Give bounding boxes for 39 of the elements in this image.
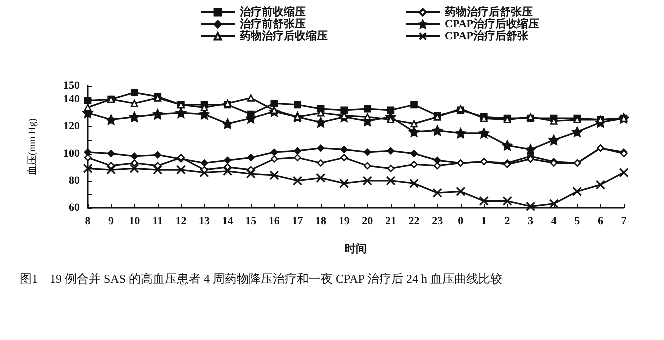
x-tick-label: 12 [176,216,188,228]
x-tick-label: 23 [432,216,444,228]
x-tick-label: 14 [222,216,234,228]
x-tick-label: 3 [528,216,534,228]
legend-label: 治疗前收缩压 [239,6,306,18]
x-tick-label: 1 [481,216,487,228]
x-tick-label: 20 [362,216,374,228]
y-tick-label: 60 [69,202,80,214]
x-tick-label: 9 [108,216,115,228]
x-tick-label: 21 [385,216,396,228]
x-tick-label: 19 [338,216,350,228]
legend-label: 药物治疗后舒张压 [444,6,533,18]
x-tick-label: 0 [458,216,464,228]
x-tick-label: 17 [292,216,304,228]
x-tick-label: 22 [408,216,420,228]
x-tick-label: 2 [504,216,511,228]
x-tick-label: 4 [551,216,558,228]
x-tick-label: 15 [246,216,258,228]
x-tick-label: 10 [129,216,141,228]
x-axis-title: 时间 [345,242,367,256]
x-tick-label: 5 [574,216,581,228]
x-tick-label: 7 [621,216,628,228]
legend-label: CPAP治疗后收缩压 [445,18,540,30]
y-tick-label: 100 [64,148,80,160]
x-tick-label: 6 [598,216,604,228]
x-tick-label: 8 [85,216,92,228]
y-tick-label: 80 [69,174,80,187]
legend-label: 治疗前舒张压 [239,18,306,30]
y-tick-label: 140 [64,94,80,106]
legend-label: 药物治疗后收缩压 [239,30,328,42]
y-tick-label: 120 [64,120,80,133]
x-tick-label: 13 [199,216,211,228]
x-tick-label: 16 [268,216,280,228]
legend-label: CPAP治疗后舒张 [445,30,530,42]
caption: 图1 19 例合并 SAS 的高血压患者 4 周药物降压治疗和一夜 CPAP 治疗后 24 h 血压曲线比较 [20,272,502,286]
x-tick-label: 18 [316,216,328,228]
y-tick-label: 150 [64,80,80,92]
y-axis-title: 血压(mm Hg) [26,118,38,176]
x-tick-label: 11 [152,216,164,228]
